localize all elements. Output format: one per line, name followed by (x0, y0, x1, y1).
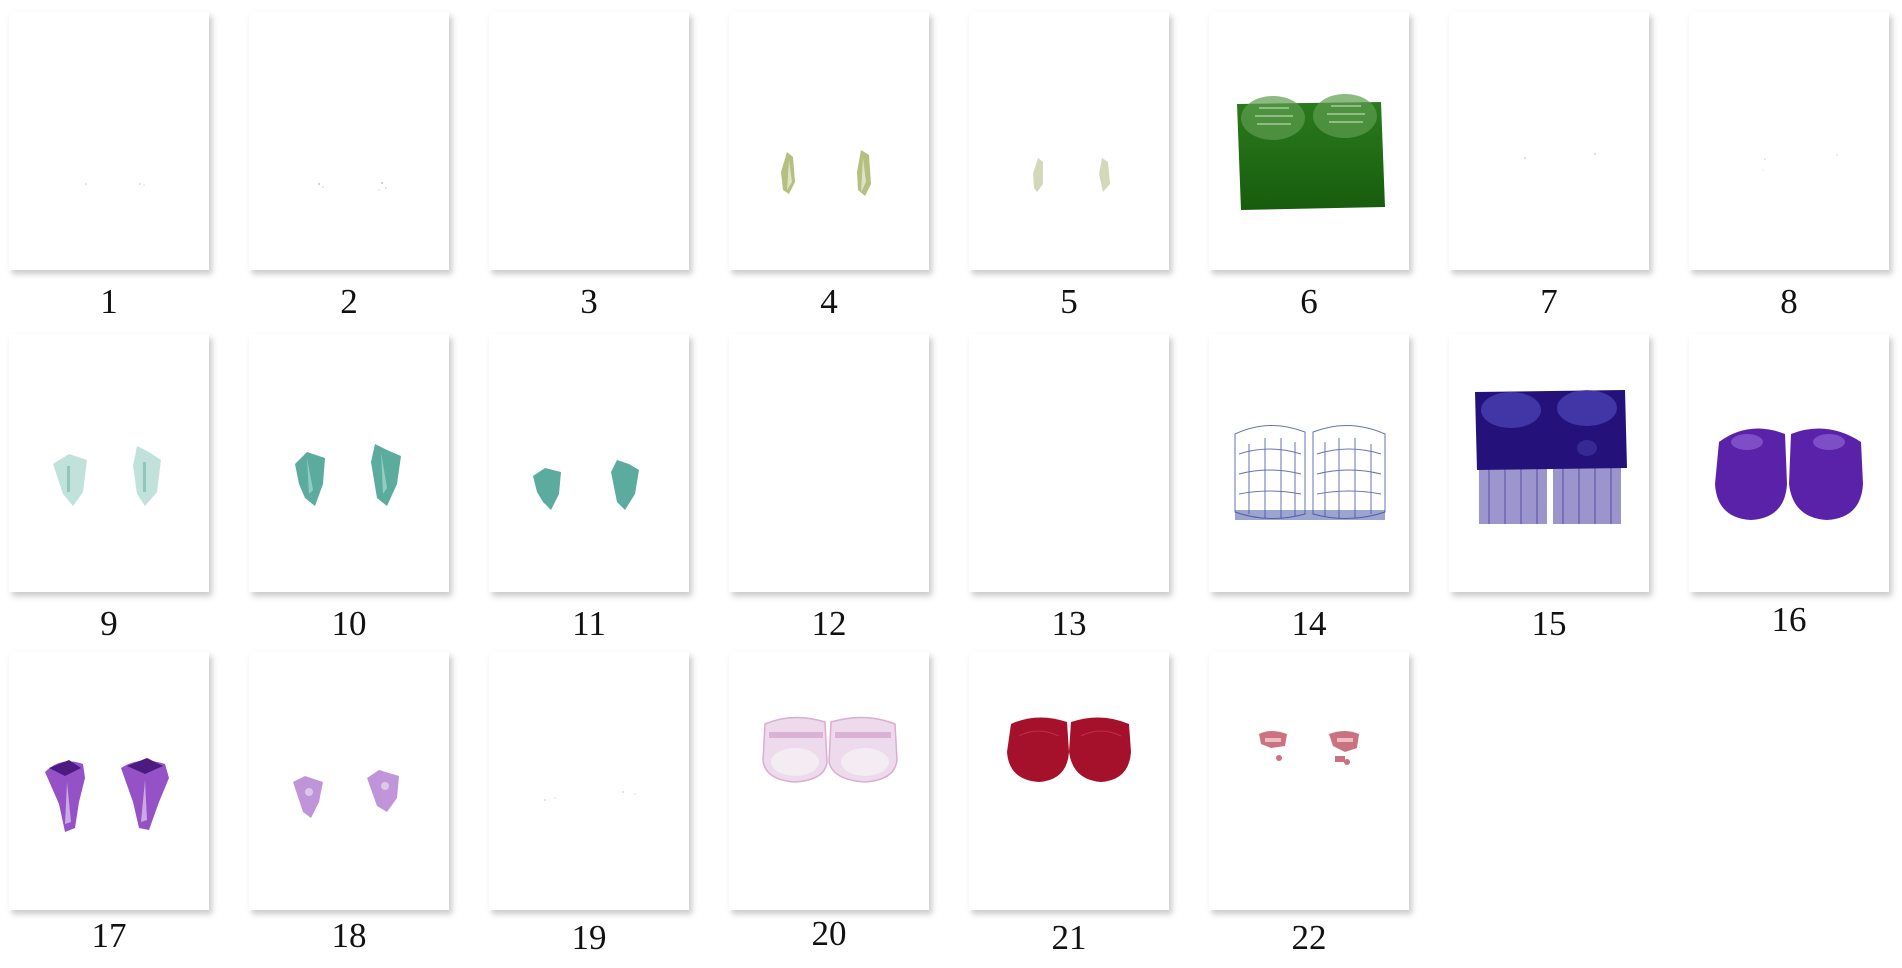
render-thumbnail[interactable] (1689, 334, 1889, 592)
render-thumbnail[interactable] (729, 12, 929, 270)
render-thumbnail[interactable] (9, 334, 209, 592)
render-thumbnail[interactable] (489, 12, 689, 270)
tile-label: 12 (811, 604, 847, 643)
render-thumbnail[interactable] (1449, 12, 1649, 270)
tile-label: 19 (571, 918, 607, 957)
render-thumbnail[interactable] (1689, 12, 1889, 270)
tile-label: 21 (1051, 918, 1087, 957)
tile-label: 1 (100, 282, 118, 321)
render-thumbnail[interactable] (969, 652, 1169, 910)
render-thumbnail[interactable] (1209, 334, 1409, 592)
tile-label: 3 (580, 282, 598, 321)
render-thumbnail[interactable] (1209, 12, 1409, 270)
render-thumbnail[interactable] (729, 652, 929, 910)
tile-label: 4 (820, 282, 838, 321)
tile-label: 5 (1060, 282, 1078, 321)
tile-label: 8 (1780, 282, 1798, 321)
tile-label: 16 (1771, 600, 1807, 639)
tile-label: 20 (811, 914, 847, 953)
render-thumbnail[interactable] (969, 12, 1169, 270)
tile-label: 18 (331, 916, 367, 955)
tile-label: 15 (1531, 604, 1567, 643)
tile-label: 17 (91, 916, 127, 955)
render-thumbnail[interactable] (1209, 652, 1409, 910)
tile-label: 13 (1051, 604, 1087, 643)
tile-label: 10 (331, 604, 367, 643)
tile-label: 6 (1300, 282, 1318, 321)
render-thumbnail[interactable] (9, 652, 209, 910)
render-thumbnail[interactable] (1449, 334, 1649, 592)
render-thumbnail[interactable] (729, 334, 929, 592)
render-thumbnail[interactable] (489, 334, 689, 592)
tile-label: 7 (1540, 282, 1558, 321)
render-thumbnail[interactable] (249, 12, 449, 270)
tile-label: 22 (1291, 918, 1327, 957)
render-thumbnail[interactable] (969, 334, 1169, 592)
render-thumbnail[interactable] (9, 12, 209, 270)
tile-label: 14 (1291, 604, 1327, 643)
render-thumbnail[interactable] (249, 334, 449, 592)
tile-label: 2 (340, 282, 358, 321)
tile-label: 11 (572, 604, 606, 643)
tile-label: 9 (100, 604, 118, 643)
render-thumbnail[interactable] (489, 652, 689, 910)
render-thumbnail[interactable] (249, 652, 449, 910)
